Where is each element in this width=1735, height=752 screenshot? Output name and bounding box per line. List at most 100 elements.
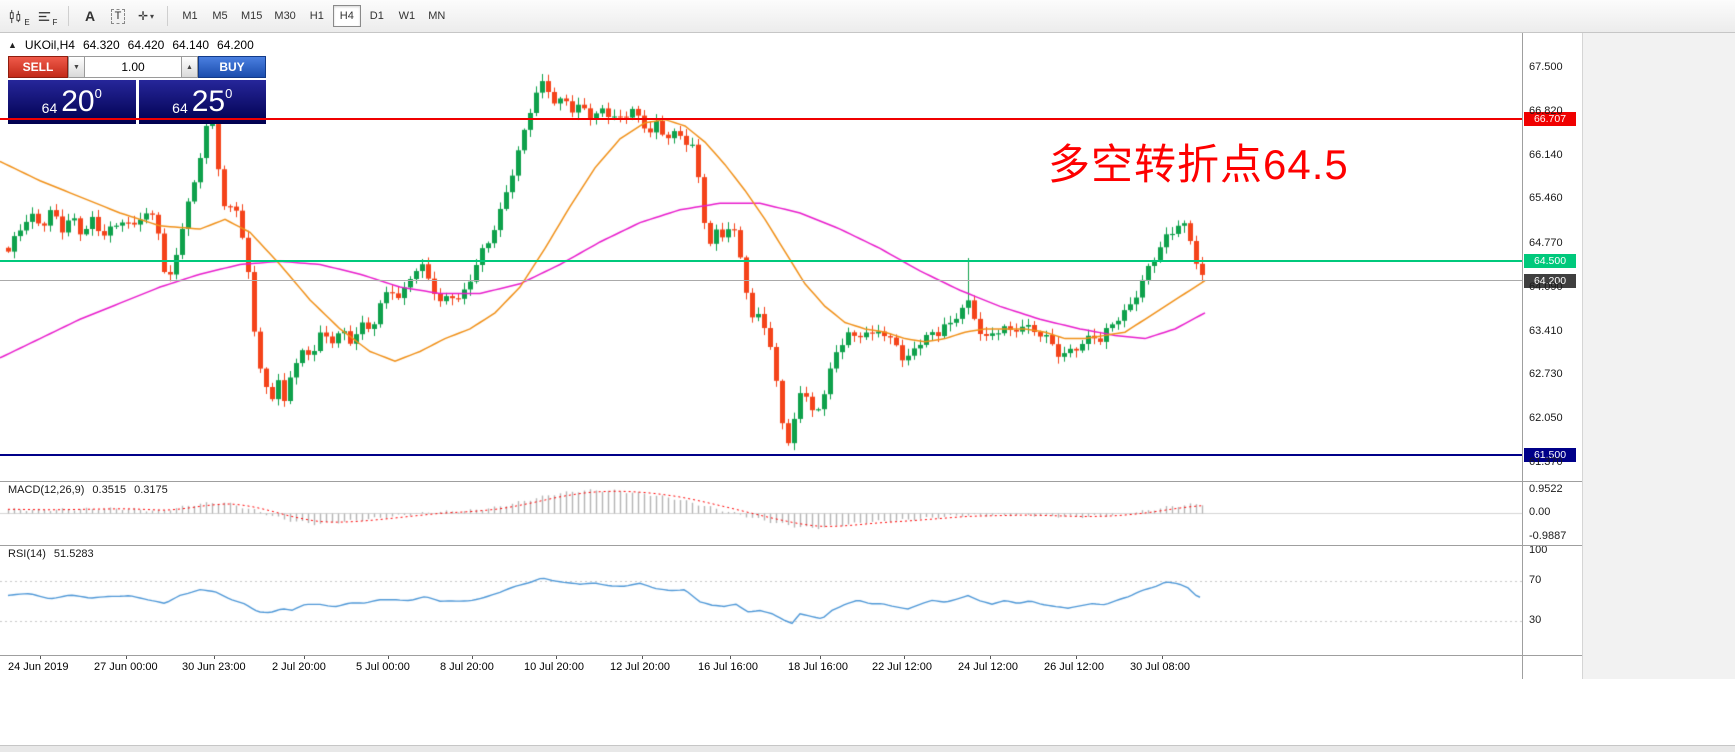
rsi-title: RSI(14) (8, 548, 46, 560)
price-line-badge: 61.500 (1524, 448, 1576, 462)
panel-separator (0, 655, 1582, 656)
timeframe-mn-button[interactable]: MN (423, 5, 451, 27)
timeframe-h1-button[interactable]: H1 (303, 5, 331, 27)
toolbar-separator (68, 6, 69, 26)
rsi-value: 51.5283 (53, 548, 94, 560)
rsi-canvas[interactable] (0, 545, 1522, 655)
price-line-badge: 64.200 (1524, 274, 1576, 288)
candlestick-icon (10, 9, 21, 23)
text-t-icon: T (110, 8, 126, 24)
sell-price-display[interactable]: 64 20 0 (8, 80, 136, 124)
main-toolbar: E F A T ✛ ▾ M1 M5 M15 M30 H1 H4 D1 W1 (0, 0, 1735, 33)
price-axis-label: 62.730 (1529, 368, 1563, 380)
macd-title: MACD(12,26,9) (8, 484, 85, 496)
price-hline-61.500[interactable] (0, 454, 1522, 456)
price-line-badge: 64.500 (1524, 254, 1576, 268)
price-axis-label: 64.090 (1529, 281, 1563, 293)
trade-controls-row: SELL ▼ ▲ BUY (8, 56, 266, 78)
panel-separator[interactable] (0, 481, 1582, 482)
crosshair-icon: ✛ (137, 9, 149, 23)
timeframe-m1-button[interactable]: M1 (176, 5, 204, 27)
volume-input[interactable] (85, 56, 181, 78)
panel-separator[interactable] (0, 545, 1582, 546)
time-axis-label: 30 Jun 23:00 (182, 661, 246, 673)
buy-price-display[interactable]: 64 25 0 (138, 80, 266, 124)
sell-button[interactable]: SELL (8, 56, 68, 78)
price-axis-label: 67.500 (1529, 61, 1563, 73)
text-box-tool-button[interactable]: T (105, 4, 131, 28)
time-axis-tick (40, 655, 41, 659)
macd-canvas[interactable] (0, 481, 1522, 545)
crosshair-tool-dropdown[interactable]: ✛ ▾ (133, 4, 159, 28)
time-axis-tick (126, 655, 127, 659)
time-axis[interactable]: 24 Jun 2019 27 Jun 00:00 30 Jun 23:00 2 Jul… (0, 655, 1522, 679)
price-chart-panel[interactable]: ▲ UKOil,H4 64.320 64.420 64.140 64.200 S… (0, 33, 1522, 481)
grid-lines-button[interactable]: F (34, 4, 60, 28)
buy-button[interactable]: BUY (198, 56, 266, 78)
time-axis-tick (556, 655, 557, 659)
rsi-indicator-panel[interactable]: RSI(14) 51.5283 (0, 545, 1522, 655)
time-axis-label: 26 Jul 12:00 (1044, 661, 1104, 673)
price-axis-label: 66.140 (1529, 149, 1563, 161)
price-axis-label: 61.370 (1529, 456, 1563, 468)
ohlc-close: 64.200 (217, 38, 254, 52)
time-axis-tick (642, 655, 643, 659)
rsi-axis-label: 70 (1529, 574, 1542, 586)
bottom-empty-area (0, 679, 1735, 752)
timeframe-h4-button[interactable]: H4 (332, 5, 361, 27)
time-axis-tick (730, 655, 731, 659)
time-axis-tick (1162, 655, 1163, 659)
rsi-axis-label: 100 (1529, 544, 1548, 556)
buy-price-big: 25 (191, 85, 226, 118)
price-axis-label: 64.770 (1529, 237, 1563, 249)
candlestick-style-button[interactable]: E (6, 4, 32, 28)
sell-price-sup: 0 (94, 86, 102, 101)
price-line-badge: 66.707 (1524, 112, 1576, 126)
time-axis-label: 10 Jul 20:00 (524, 661, 584, 673)
timeframe-d1-button[interactable]: D1 (363, 5, 391, 27)
collapse-panel-icon[interactable]: ▲ (8, 40, 17, 50)
time-axis-label: 12 Jul 20:00 (610, 661, 670, 673)
ohlc-low: 64.140 (172, 38, 210, 52)
time-axis-label: 22 Jul 12:00 (872, 661, 932, 673)
rsi-axis-label: 30 (1529, 614, 1542, 626)
price-hline-66.707[interactable] (0, 118, 1522, 120)
volume-decrease-button[interactable]: ▼ (68, 56, 85, 78)
text-label-tool-button[interactable]: A (77, 4, 103, 28)
sell-price-prefix: 64 (41, 100, 58, 116)
price-axis-label: 63.410 (1529, 325, 1563, 337)
price-axis-label: 65.460 (1529, 192, 1563, 204)
price-hline-64.200[interactable] (0, 280, 1522, 281)
macd-axis-label: 0.9522 (1529, 483, 1563, 495)
sell-price-big: 20 (61, 85, 95, 118)
time-axis-label: 5 Jul 00:00 (356, 661, 410, 673)
time-axis-tick (304, 655, 305, 659)
macd-label: MACD(12,26,9) 0.3515 0.3175 (8, 484, 168, 496)
toolbar-separator (167, 6, 168, 26)
buy-price-sup: 0 (225, 86, 233, 101)
price-axis-label: 62.050 (1529, 412, 1563, 424)
timeframe-m15-button[interactable]: M15 (236, 5, 267, 27)
price-axis-label: 66.820 (1529, 105, 1563, 117)
grid-lines-icon (38, 11, 50, 21)
macd-axis-label: 0.00 (1529, 506, 1551, 518)
time-axis-tick (388, 655, 389, 659)
time-axis-tick (214, 655, 215, 659)
timeframe-m30-button[interactable]: M30 (269, 5, 300, 27)
price-axis[interactable]: 66.707 64.500 64.200 61.500 67.500 66.820 66.1… (1522, 33, 1582, 679)
right-empty-area (1582, 33, 1735, 679)
chart-legend: ▲ UKOil,H4 64.320 64.420 64.140 64.200 (8, 38, 254, 52)
volume-increase-button[interactable]: ▲ (181, 56, 198, 78)
window-bottom-edge (0, 745, 1735, 752)
timeframe-m5-button[interactable]: M5 (206, 5, 234, 27)
macd-indicator-panel[interactable]: MACD(12,26,9) 0.3515 0.3175 (0, 481, 1522, 545)
timeframe-w1-button[interactable]: W1 (393, 5, 421, 27)
price-hline-64.500[interactable] (0, 260, 1522, 262)
chart-annotation-text[interactable]: 多空转折点64.5 (1048, 141, 1349, 188)
trade-quotes-row: 64 20 0 64 25 0 (8, 80, 266, 124)
time-axis-label: 2 Jul 20:00 (272, 661, 326, 673)
time-axis-label: 27 Jun 00:00 (94, 661, 158, 673)
time-axis-label: 24 Jun 2019 (8, 661, 69, 673)
icon-sub-label: F (52, 18, 58, 27)
